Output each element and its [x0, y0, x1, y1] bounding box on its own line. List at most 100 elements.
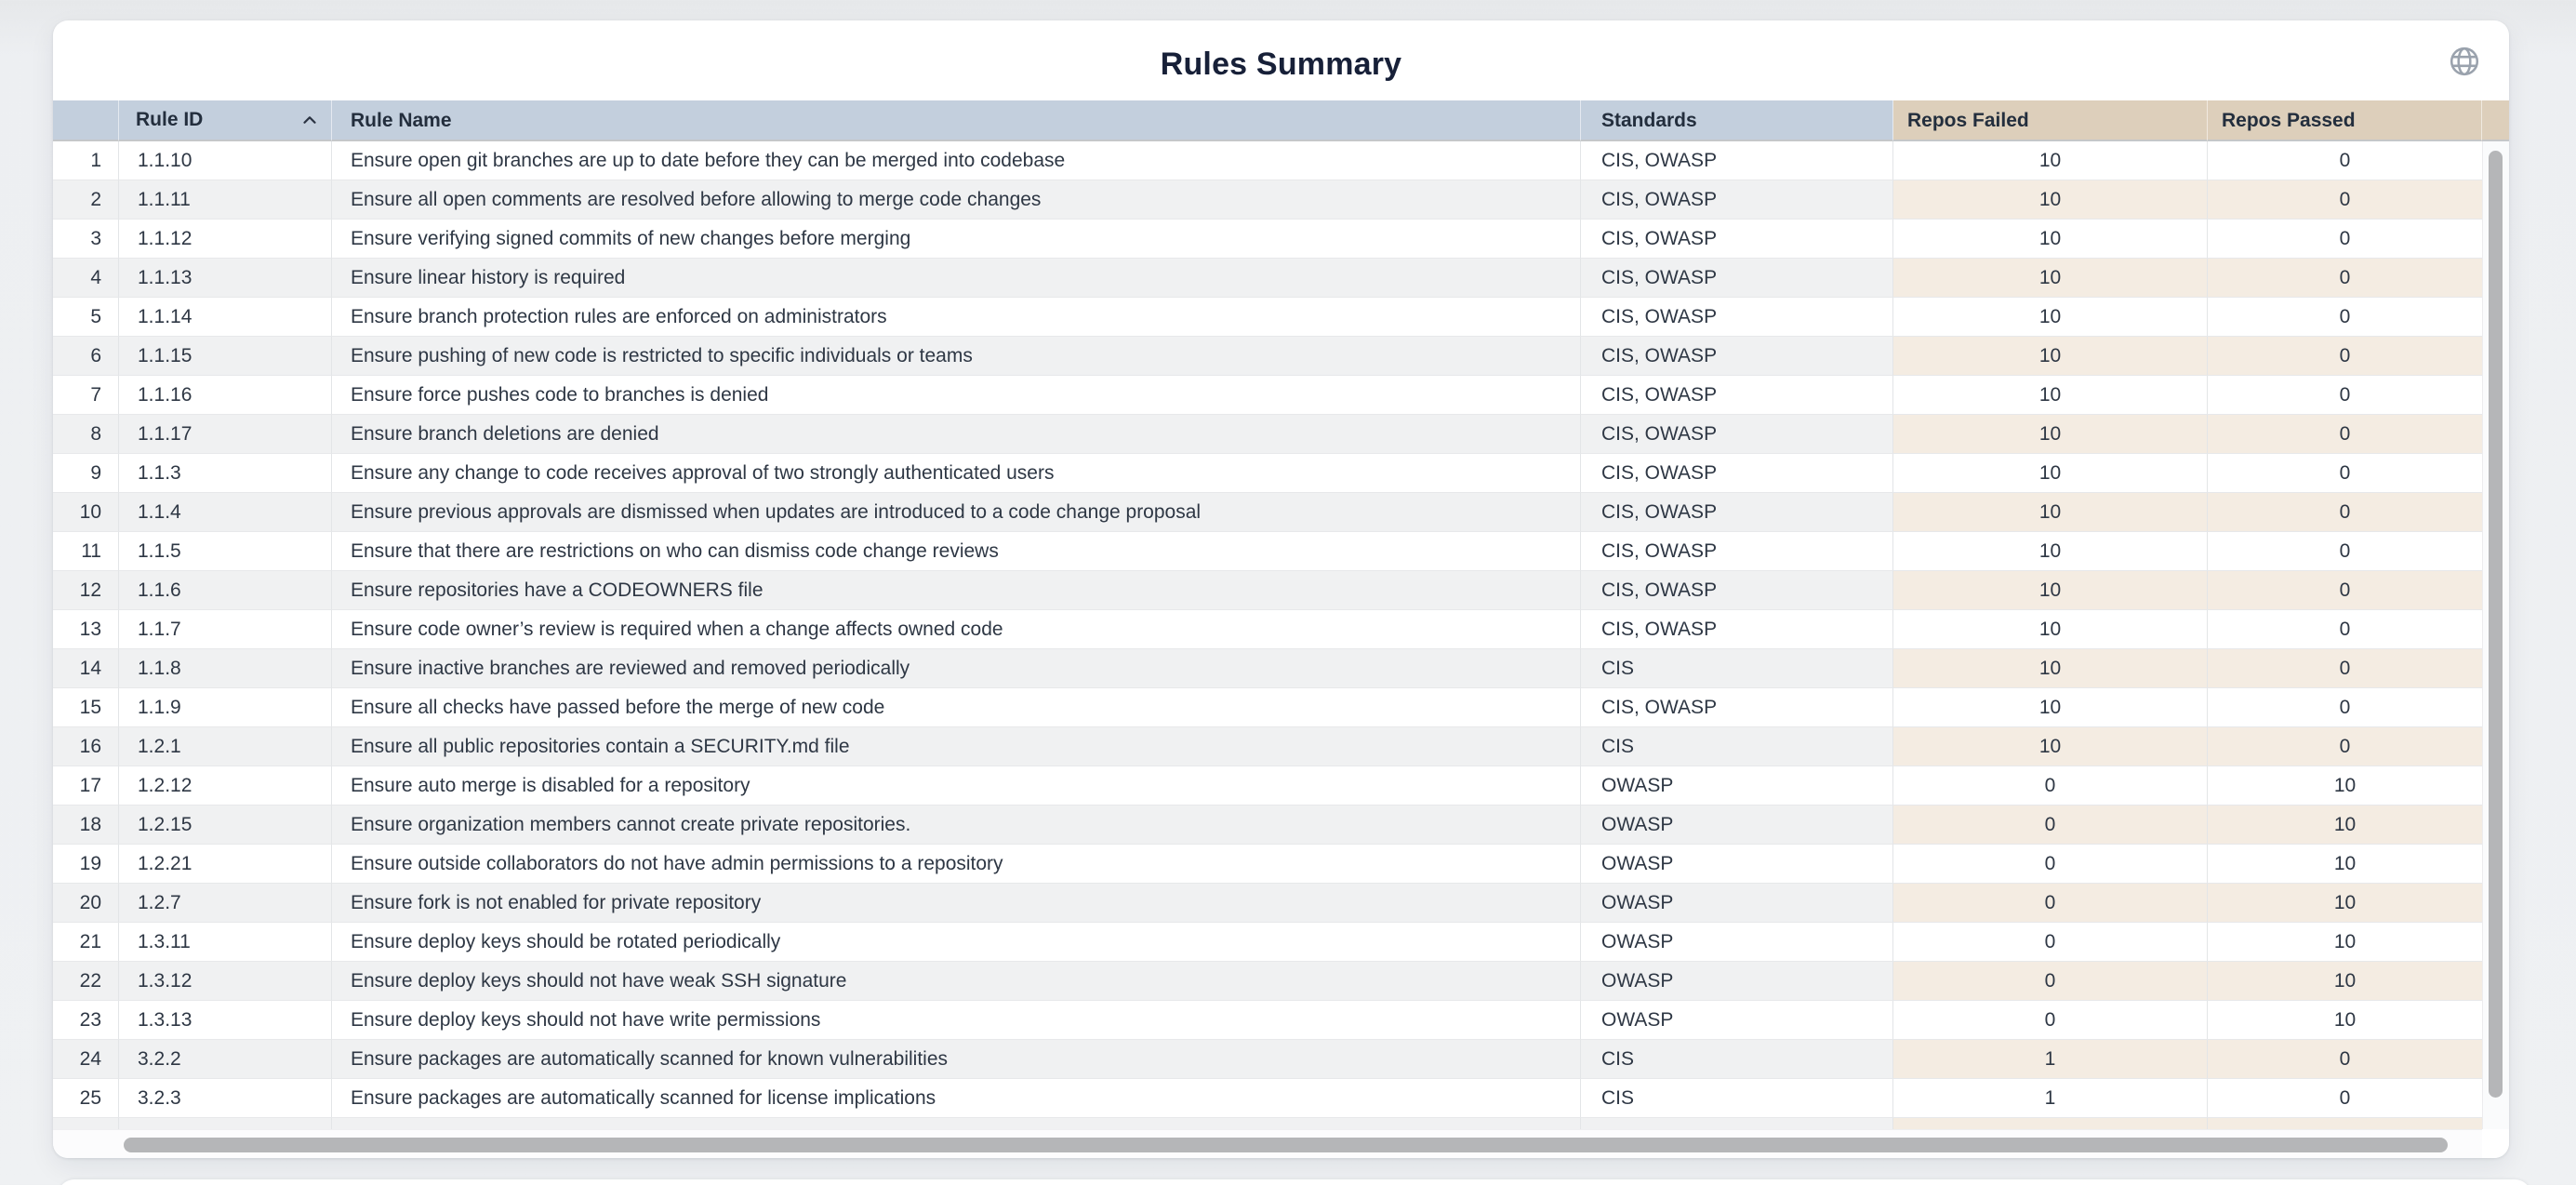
cell-row-number: 16: [53, 727, 119, 766]
cell-standards: CIS: [1581, 1079, 1893, 1118]
cell-row-number: 1: [53, 141, 119, 180]
cell-row-number: 25: [53, 1079, 119, 1118]
cell-standards: CIS, OWASP: [1581, 141, 1893, 180]
column-header-label: Repos Failed: [1907, 110, 2029, 131]
cell-rule-id: 1.1.15: [119, 337, 332, 376]
cell-rule-id: 1.1.12: [119, 220, 332, 259]
card-header: Rules Summary: [53, 20, 2509, 100]
cell-repos-failed: 0: [1893, 806, 2208, 845]
cell-standards: OWASP: [1581, 766, 1893, 806]
cell-standards: OWASP: [1581, 806, 1893, 845]
cell-row-number: 24: [53, 1040, 119, 1079]
cell-repos-failed: 10: [1893, 727, 2208, 766]
cell-rule-id: 1.1.10: [119, 141, 332, 180]
table-row: 23 1.3.13 Ensure deploy keys should not ha…: [53, 1001, 2509, 1040]
globe-icon[interactable]: [2448, 45, 2481, 78]
cell-row-number: 17: [53, 766, 119, 806]
cell-standards: CIS: [1581, 649, 1893, 688]
table-row: 19 1.2.21 Ensure outside collaborators do …: [53, 845, 2509, 884]
table-row: 2 1.1.11 Ensure all open comments are reso…: [53, 180, 2509, 220]
cell-rule-name: Ensure auto merge is disabled for a repo…: [332, 766, 1581, 806]
table-row: 8 1.1.17 Ensure branch deletions are denie…: [53, 415, 2509, 454]
cell-rule-name: Ensure all checks have passed before the…: [332, 688, 1581, 727]
column-header-rule-id[interactable]: Rule ID: [119, 100, 332, 141]
cell-repos-passed: 0: [2208, 415, 2482, 454]
table-row: 22 1.3.12 Ensure deploy keys should not ha…: [53, 962, 2509, 1001]
column-header-repos-passed[interactable]: Repos Passed: [2208, 100, 2482, 141]
cell-rule-id: 1.1.4: [119, 493, 332, 532]
cell-rule-name: Ensure open git branches are up to date …: [332, 141, 1581, 180]
column-header-label: Standards: [1601, 110, 1697, 131]
cell-repos-failed: 10: [1893, 688, 2208, 727]
cell-rule-name: Ensure inactive branches are reviewed an…: [332, 649, 1581, 688]
column-header-rule-name[interactable]: Rule Name: [332, 100, 1581, 141]
column-header-label: Rule Name: [351, 110, 452, 131]
cell-repos-passed: 10: [2208, 962, 2482, 1001]
table-row: 17 1.2.12 Ensure auto merge is disabled fo…: [53, 766, 2509, 806]
page-title: Rules Summary: [1160, 46, 1402, 82]
rules-table: Rule ID Rule Name Standards Repos Failed…: [53, 100, 2509, 1158]
cell-repos-passed: 0: [2208, 1040, 2482, 1079]
column-header-repos-failed[interactable]: Repos Failed: [1893, 100, 2208, 141]
cell-rule-name: Ensure pushing of new code is restricted…: [332, 337, 1581, 376]
cell-rule-id: 1.1.14: [119, 298, 332, 337]
cell-repos-passed: 0: [2208, 180, 2482, 220]
cell-row-number: 10: [53, 493, 119, 532]
cell-rule-name: Ensure branch deletions are denied: [332, 415, 1581, 454]
column-header-standards[interactable]: Standards: [1581, 100, 1893, 141]
table-body: 1 1.1.10 Ensure open git branches are up t…: [53, 141, 2509, 1129]
cell-standards: CIS, OWASP: [1581, 571, 1893, 610]
cell-empty: [119, 1118, 332, 1129]
cell-repos-passed: 0: [2208, 649, 2482, 688]
cell-rule-name: Ensure outside collaborators do not have…: [332, 845, 1581, 884]
cell-repos-passed: 0: [2208, 571, 2482, 610]
cell-row-number: 9: [53, 454, 119, 493]
cell-standards: CIS, OWASP: [1581, 688, 1893, 727]
cell-rule-name: Ensure packages are automatically scanne…: [332, 1079, 1581, 1118]
cell-repos-failed: 10: [1893, 454, 2208, 493]
table-row: 7 1.1.16 Ensure force pushes code to branc…: [53, 376, 2509, 415]
cell-rule-id: 1.3.12: [119, 962, 332, 1001]
vertical-scrollbar[interactable]: [2482, 141, 2509, 1129]
vertical-scrollbar-thumb[interactable]: [2489, 151, 2503, 1098]
table-row: 4 1.1.13 Ensure linear history is required…: [53, 259, 2509, 298]
cell-repos-failed: 0: [1893, 884, 2208, 923]
cell-repos-passed: 10: [2208, 806, 2482, 845]
table-row: 15 1.1.9 Ensure all checks have passed bef…: [53, 688, 2509, 727]
cell-repos-passed: 10: [2208, 884, 2482, 923]
cell-repos-passed: 0: [2208, 454, 2482, 493]
cell-repos-passed: 0: [2208, 337, 2482, 376]
cell-standards: OWASP: [1581, 845, 1893, 884]
cell-row-number: 5: [53, 298, 119, 337]
cell-rule-id: 1.1.6: [119, 571, 332, 610]
table-row: 3 1.1.12 Ensure verifying signed commits o…: [53, 220, 2509, 259]
cell-standards: CIS, OWASP: [1581, 493, 1893, 532]
cell-repos-failed: 10: [1893, 493, 2208, 532]
cell-rule-id: 1.1.9: [119, 688, 332, 727]
table-row: 12 1.1.6 Ensure repositories have a CODEOW…: [53, 571, 2509, 610]
cell-rule-name: Ensure force pushes code to branches is …: [332, 376, 1581, 415]
cell-row-number: 7: [53, 376, 119, 415]
cell-repos-failed: 10: [1893, 376, 2208, 415]
cell-repos-failed: 10: [1893, 337, 2208, 376]
horizontal-scrollbar-thumb[interactable]: [124, 1138, 2448, 1152]
cell-repos-passed: 0: [2208, 376, 2482, 415]
cell-empty: [1893, 1118, 2208, 1129]
cell-standards: OWASP: [1581, 1001, 1893, 1040]
horizontal-scrollbar[interactable]: [53, 1129, 2509, 1158]
cell-repos-failed: 10: [1893, 220, 2208, 259]
cell-row-number: 22: [53, 962, 119, 1001]
cell-repos-failed: 10: [1893, 571, 2208, 610]
cell-repos-failed: 10: [1893, 259, 2208, 298]
cell-standards: CIS, OWASP: [1581, 180, 1893, 220]
cell-rule-name: Ensure all public repositories contain a…: [332, 727, 1581, 766]
cell-standards: CIS, OWASP: [1581, 376, 1893, 415]
cell-rule-id: 1.2.15: [119, 806, 332, 845]
table-row: 16 1.2.1 Ensure all public repositories co…: [53, 727, 2509, 766]
cell-standards: OWASP: [1581, 923, 1893, 962]
table-row: 14 1.1.8 Ensure inactive branches are revi…: [53, 649, 2509, 688]
cell-rule-name: Ensure packages are automatically scanne…: [332, 1040, 1581, 1079]
cell-repos-failed: 0: [1893, 1001, 2208, 1040]
cell-row-number: 15: [53, 688, 119, 727]
sort-ascending-icon: [299, 110, 320, 130]
